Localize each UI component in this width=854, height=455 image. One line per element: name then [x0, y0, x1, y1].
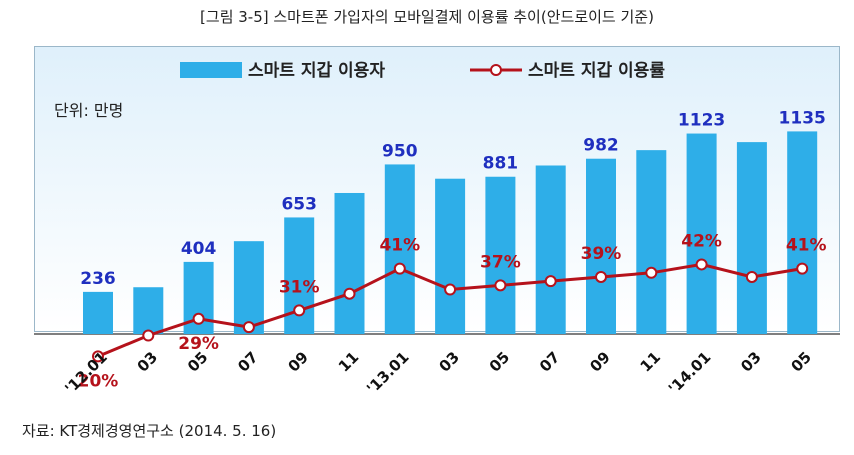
rate-point [92, 350, 104, 363]
rate-value-label: 41% [786, 236, 827, 256]
figure-title: [그림 3-5] 스마트폰 가입자의 모바일결제 이용률 추이(안드로이드 기준… [200, 8, 654, 26]
legend-line-marker [490, 64, 502, 76]
bar-value-label: 236 [80, 269, 116, 289]
rate-value-label: 31% [279, 277, 320, 297]
bar-value-label: 950 [382, 141, 418, 161]
bar [787, 131, 818, 334]
legend-bar-swatch [180, 62, 242, 78]
rate-point [242, 321, 255, 334]
rate-point [695, 258, 708, 271]
x-tick-label: '14.01 [665, 348, 715, 398]
rate-point [494, 279, 507, 292]
rate-value-label: 20% [78, 371, 119, 391]
unit-label: 단위: 만명 [54, 101, 123, 120]
x-tick-label: 07 [536, 348, 563, 375]
chart-frame: 스마트 지갑 이용자 스마트 지갑 이용률 단위: 만명 236 404 653 95… [34, 46, 840, 403]
rate-point [544, 275, 557, 288]
rate-point [595, 270, 607, 283]
x-tick-label: 03 [134, 348, 161, 375]
x-tick-label: 03 [435, 348, 462, 375]
rate-point [796, 262, 809, 275]
legend-bar-label: 스마트 지갑 이용자 [248, 61, 385, 81]
bar-value-label: 404 [181, 239, 217, 259]
bar [636, 150, 667, 334]
x-tick-label: 11 [335, 348, 362, 375]
rate-value-label: 29% [178, 334, 219, 354]
x-tick-label: 05 [788, 348, 815, 375]
rate-point [393, 262, 406, 275]
x-tick-label: '13.01 [363, 348, 413, 398]
bar [736, 142, 767, 334]
rate-point [343, 287, 356, 300]
bar [686, 133, 717, 334]
bar-value-label: 1123 [678, 111, 725, 131]
bar-value-label: 881 [483, 154, 519, 174]
rate-value-label: 41% [379, 236, 420, 256]
bar [334, 192, 365, 334]
bar-value-label: 653 [281, 194, 317, 214]
bar [535, 165, 566, 334]
x-tick-label: 09 [285, 348, 312, 375]
bar [435, 178, 466, 334]
bar [485, 176, 516, 334]
x-tick-label: 09 [586, 348, 613, 375]
x-tick-label: 05 [486, 348, 513, 375]
bar [233, 241, 264, 334]
bar [384, 164, 415, 334]
legend-line-label: 스마트 지갑 이용률 [528, 61, 665, 81]
x-tick-label: 07 [234, 348, 261, 375]
rate-point [142, 329, 155, 342]
bar [133, 287, 164, 334]
bar-value-label: 982 [583, 136, 619, 156]
rate-point [192, 312, 205, 325]
bar-value-label: 1135 [779, 108, 826, 128]
bar [586, 158, 616, 334]
rate-point [745, 270, 758, 283]
chart: 스마트 지갑 이용자 스마트 지갑 이용률 단위: 만명 236 404 653 95… [34, 46, 840, 398]
x-tick-label: 03 [737, 348, 764, 375]
rate-point [444, 283, 457, 296]
x-tick-label: 11 [637, 348, 664, 375]
rate-value-label: 42% [681, 231, 722, 251]
rate-value-label: 37% [480, 252, 521, 272]
rate-point [645, 266, 658, 279]
rate-value-label: 39% [581, 244, 622, 264]
rate-point [293, 304, 306, 317]
source-note: 자료: KT경제경영연구소 (2014. 5. 16) [22, 422, 277, 440]
bar [284, 217, 315, 334]
bar [83, 291, 113, 334]
